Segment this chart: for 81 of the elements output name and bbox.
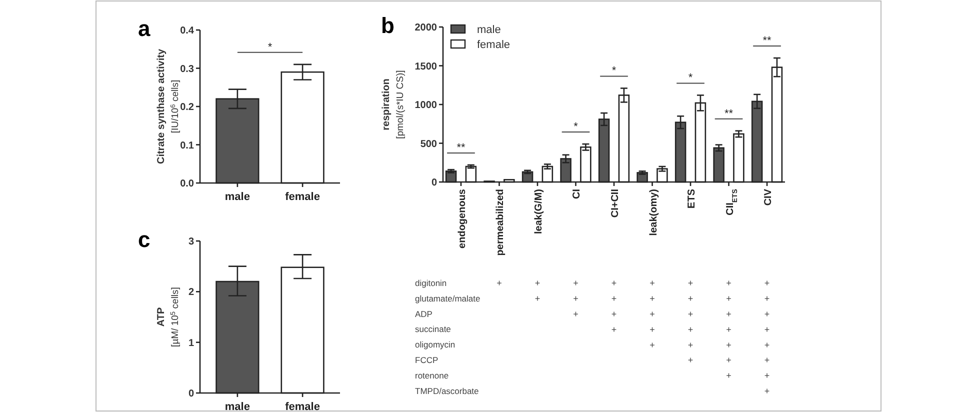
annotation: ** <box>456 142 466 154</box>
y-axis-title: respiration [pmol/(s*IU CS)] <box>381 70 406 139</box>
text: + <box>573 294 578 304</box>
category-label: rotenone <box>415 370 449 380</box>
chart-title: b <box>381 13 394 38</box>
text: + <box>650 294 655 304</box>
x-tick-label: female <box>285 191 320 203</box>
text: + <box>688 294 694 304</box>
legend-label: male <box>477 24 501 36</box>
x-tick-label: leak(G/M) <box>533 189 544 234</box>
y-tick-label: 1000 <box>414 100 438 111</box>
y-tick-label: 0.3 <box>180 64 194 75</box>
y-tick-label: 0 <box>188 388 194 400</box>
annotation: * <box>268 41 273 54</box>
y-tick-label: 1500 <box>414 61 438 72</box>
annotation: ** <box>724 108 734 120</box>
chart-title: c <box>138 227 150 252</box>
annotation: * <box>688 72 694 84</box>
text: + <box>650 324 655 334</box>
x-tick-label: CIV <box>763 188 774 206</box>
category-label: succinate <box>415 324 451 334</box>
y-tick-label: 0 <box>431 178 438 188</box>
text: + <box>650 340 655 350</box>
text: + <box>764 324 770 334</box>
text: + <box>764 294 770 304</box>
text: + <box>611 278 617 288</box>
text: + <box>650 278 655 288</box>
text: + <box>764 386 770 396</box>
text: + <box>726 355 732 366</box>
x-tick-label: male <box>224 191 250 203</box>
text: + <box>726 278 732 288</box>
annotation: * <box>574 121 579 134</box>
y-tick-label: 2 <box>188 287 194 298</box>
text: + <box>496 278 502 288</box>
y-tick-label: 1 <box>188 338 194 349</box>
text: + <box>650 308 655 319</box>
text: + <box>764 355 770 366</box>
y-tick-label: 0.4 <box>180 26 194 36</box>
x-tick-label: endogenous <box>456 188 468 248</box>
legend-label: female <box>477 39 510 51</box>
text: + <box>764 308 770 319</box>
y-tick-label: 3 <box>188 236 194 248</box>
text: + <box>573 278 578 288</box>
category-label: FCCP <box>415 354 438 365</box>
x-tick-label: permeabilized <box>495 189 506 256</box>
y-tick-label: 500 <box>420 138 438 150</box>
y-tick-label: 2000 <box>414 22 438 34</box>
annotation: * <box>612 65 617 78</box>
text: + <box>534 278 540 288</box>
text: + <box>764 370 770 381</box>
x-tick-label: ETS <box>686 188 698 208</box>
y-tick-label: 0.2 <box>180 102 194 113</box>
x-tick-label: leak(omy) <box>648 189 660 236</box>
y-tick-label: 0.0 <box>180 178 194 190</box>
text: + <box>611 324 617 334</box>
text: + <box>688 340 694 350</box>
annotation: ** <box>762 35 772 47</box>
text: + <box>688 324 694 334</box>
text: + <box>688 308 694 319</box>
x-tick-label: CI+CII <box>610 188 621 218</box>
text: + <box>611 294 617 304</box>
text: + <box>764 340 770 350</box>
category-label: TMPD/ascorbate <box>415 386 479 396</box>
chart-title: a <box>138 16 151 41</box>
text: + <box>726 294 732 304</box>
text: + <box>726 370 732 381</box>
text: + <box>573 308 578 319</box>
text: + <box>611 308 617 319</box>
category-label: digitonin <box>415 278 447 288</box>
category-label: glutamate/malate <box>415 293 480 304</box>
text: + <box>764 278 770 288</box>
text: + <box>534 294 540 304</box>
text: + <box>726 308 732 319</box>
text: + <box>726 340 732 350</box>
x-tick-label: CI <box>572 188 583 199</box>
category-label: oligomycin <box>415 340 456 350</box>
text: + <box>688 278 694 288</box>
category-label: ADP <box>415 308 432 319</box>
y-tick-label: 0.1 <box>180 140 194 152</box>
text: + <box>688 355 694 366</box>
text: + <box>726 324 732 334</box>
